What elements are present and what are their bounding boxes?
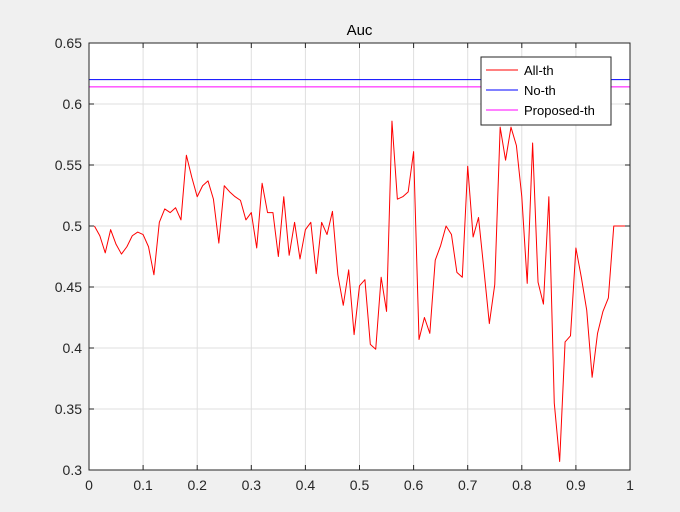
x-tick-label: 0.4 [296,477,316,493]
legend-label-all-th: All-th [524,63,554,78]
axes: 0 0.1 0.2 0.3 0.4 0.5 0.6 0.7 0.8 0.9 1 0.3 0.35 0.4 0… [55,35,634,493]
y-tick-label: 0.45 [55,279,82,295]
x-tick-label: 0.1 [133,477,153,493]
y-tick-label: 0.55 [55,157,82,173]
x-tick-label: 1 [626,477,634,493]
x-tick-label: 0.3 [242,477,262,493]
chart-title: Auc [347,22,373,39]
x-tick-label: 0.9 [566,477,586,493]
x-tick-label: 0 [85,477,93,493]
legend-label-no-th: No-th [524,83,556,98]
x-tick-label: 0.2 [187,477,207,493]
legend-label-proposed-th: Proposed-th [524,103,595,118]
y-tick-label: 0.35 [55,401,82,417]
legend-box [480,56,612,126]
x-tick-label: 0.8 [512,477,532,493]
y-tick-label: 0.4 [63,340,83,356]
legend[interactable]: All-th No-th Proposed-th [480,56,612,126]
y-tick-label: 0.3 [63,462,83,478]
series-line-all-th [93,120,630,462]
y-tick-label: 0.65 [55,35,82,51]
x-tick-label: 0.6 [404,477,424,493]
x-tick-label: 0.5 [350,477,370,493]
y-tick-label: 0.5 [63,218,83,234]
y-tick-label: 0.6 [63,96,83,112]
x-tick-label: 0.7 [458,477,478,493]
